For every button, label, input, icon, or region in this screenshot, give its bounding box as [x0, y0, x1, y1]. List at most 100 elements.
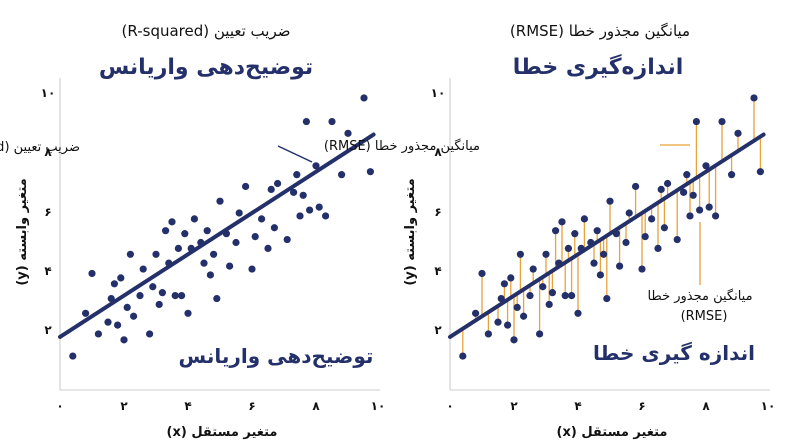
right-data-point [648, 215, 656, 223]
right-data-point [680, 188, 688, 196]
left-x-label: متغیر مستقل (x) [167, 425, 278, 440]
right-y-tick: ۸ [434, 145, 442, 159]
left-data-point [152, 250, 160, 258]
right-data-point [500, 280, 508, 288]
left-y-tick: ۶ [44, 205, 51, 219]
right-data-point [577, 244, 585, 252]
right-data-point [603, 294, 611, 303]
left-data-point [216, 197, 224, 205]
left-data-point [200, 259, 208, 267]
left-data-point [168, 218, 176, 226]
left-data-point [126, 250, 134, 258]
left-data-point [235, 209, 243, 217]
right-y-tick: ۱۰ [431, 86, 446, 100]
right-data-point [561, 292, 569, 300]
right-data-point [510, 336, 518, 344]
left-data-point [267, 185, 275, 193]
left-data-point [162, 227, 170, 235]
left-data-point [171, 292, 179, 300]
right-data-point [705, 203, 713, 211]
right-x-tick: ۸ [702, 399, 710, 413]
left-data-point [296, 212, 304, 220]
right-y-ticks: ۲ ۴ ۶ ۸ ۱۰ [431, 86, 446, 337]
left-x-tick: ۲ [120, 399, 128, 413]
right-data-point [654, 244, 662, 252]
left-overlay-label: توضیح‌دهی واریانس [179, 344, 374, 368]
left-data-point [104, 318, 112, 326]
right-fit-line [448, 132, 766, 339]
left-data-point [114, 321, 122, 329]
right-data-point [459, 352, 467, 360]
left-data-point [155, 300, 163, 309]
right-data-point [600, 250, 608, 258]
right-data-point [616, 262, 624, 270]
left-data-point [226, 262, 234, 270]
right-x-label: متغیر مستقل (x) [557, 425, 668, 440]
right-data-point [497, 294, 505, 303]
right-x-tick: ۶ [638, 399, 645, 413]
left-data-point [270, 224, 278, 232]
right-data-point [478, 269, 486, 278]
left-x-tick: ۱۰ [371, 399, 386, 413]
right-data-point [660, 224, 669, 232]
left-data-point [293, 171, 301, 179]
left-data-point [360, 94, 368, 102]
right-data-point [728, 171, 736, 179]
right-data-point [664, 179, 672, 188]
left-y-tick: ۸ [44, 145, 52, 159]
right-data-point [641, 233, 649, 241]
right-data-point [564, 244, 573, 252]
right-subtitle: میانگین مجذور خطا (RMSE) [510, 22, 690, 40]
left-x-tick: ۴ [184, 399, 191, 413]
right-data-point [750, 94, 758, 102]
right-data-point [612, 230, 621, 238]
left-data-point [181, 230, 189, 238]
right-data-point [568, 292, 576, 300]
right-data-point [545, 300, 553, 309]
right-data-point [548, 289, 557, 297]
right-data-point [558, 218, 566, 226]
right-data-point [552, 227, 560, 235]
right-data-point [520, 312, 528, 320]
left-data-point [158, 289, 166, 297]
left-data-point [149, 283, 157, 291]
left-x-ticks: ۰ ۲ ۴ ۶ ۸ ۱۰ [56, 399, 385, 413]
right-data-point [539, 283, 547, 291]
left-data-point [242, 182, 250, 191]
right-data-point [593, 227, 601, 235]
right-y-tick: ۶ [434, 205, 441, 219]
right-data-point [504, 321, 512, 329]
left-y-ticks: ۲ ۴ ۶ ۸ ۱۰ [41, 86, 56, 337]
left-data-point [328, 117, 336, 126]
right-data-point [689, 191, 697, 199]
right-data-point [574, 309, 582, 317]
left-data-point [88, 269, 96, 278]
left-fit-line [58, 132, 376, 339]
right-data-point [696, 206, 704, 214]
right-data-point [529, 265, 537, 273]
right-data-point [587, 238, 595, 247]
left-data-point [110, 280, 118, 288]
right-data-point [686, 212, 694, 220]
right-data-point [734, 129, 742, 137]
right-data-point [657, 185, 665, 193]
right-points-layer [459, 94, 765, 360]
left-data-point [366, 168, 374, 176]
right-data-point [542, 250, 550, 258]
left-annotation: ضریب تعیین (R-squared) [0, 140, 80, 155]
right-data-point [638, 265, 646, 273]
right-data-point [622, 238, 630, 247]
left-points-layer [69, 94, 374, 360]
right-x-ticks: ۰ ۲ ۴ ۶ ۸ ۱۰ [446, 399, 775, 413]
right-data-point [536, 330, 544, 338]
right-y-label: متغیر وابسته (y) [403, 178, 418, 285]
right-data-point [712, 212, 720, 220]
left-data-point [82, 309, 90, 317]
right-data-point [702, 162, 710, 170]
right-data-point [472, 309, 480, 317]
right-annotation-lower-1: میانگین مجذور خطا [647, 288, 752, 304]
left-data-point [322, 212, 330, 220]
right-x-tick: ۰ [446, 399, 453, 413]
right-data-point [683, 171, 691, 179]
left-annotation-leader [277, 145, 313, 163]
